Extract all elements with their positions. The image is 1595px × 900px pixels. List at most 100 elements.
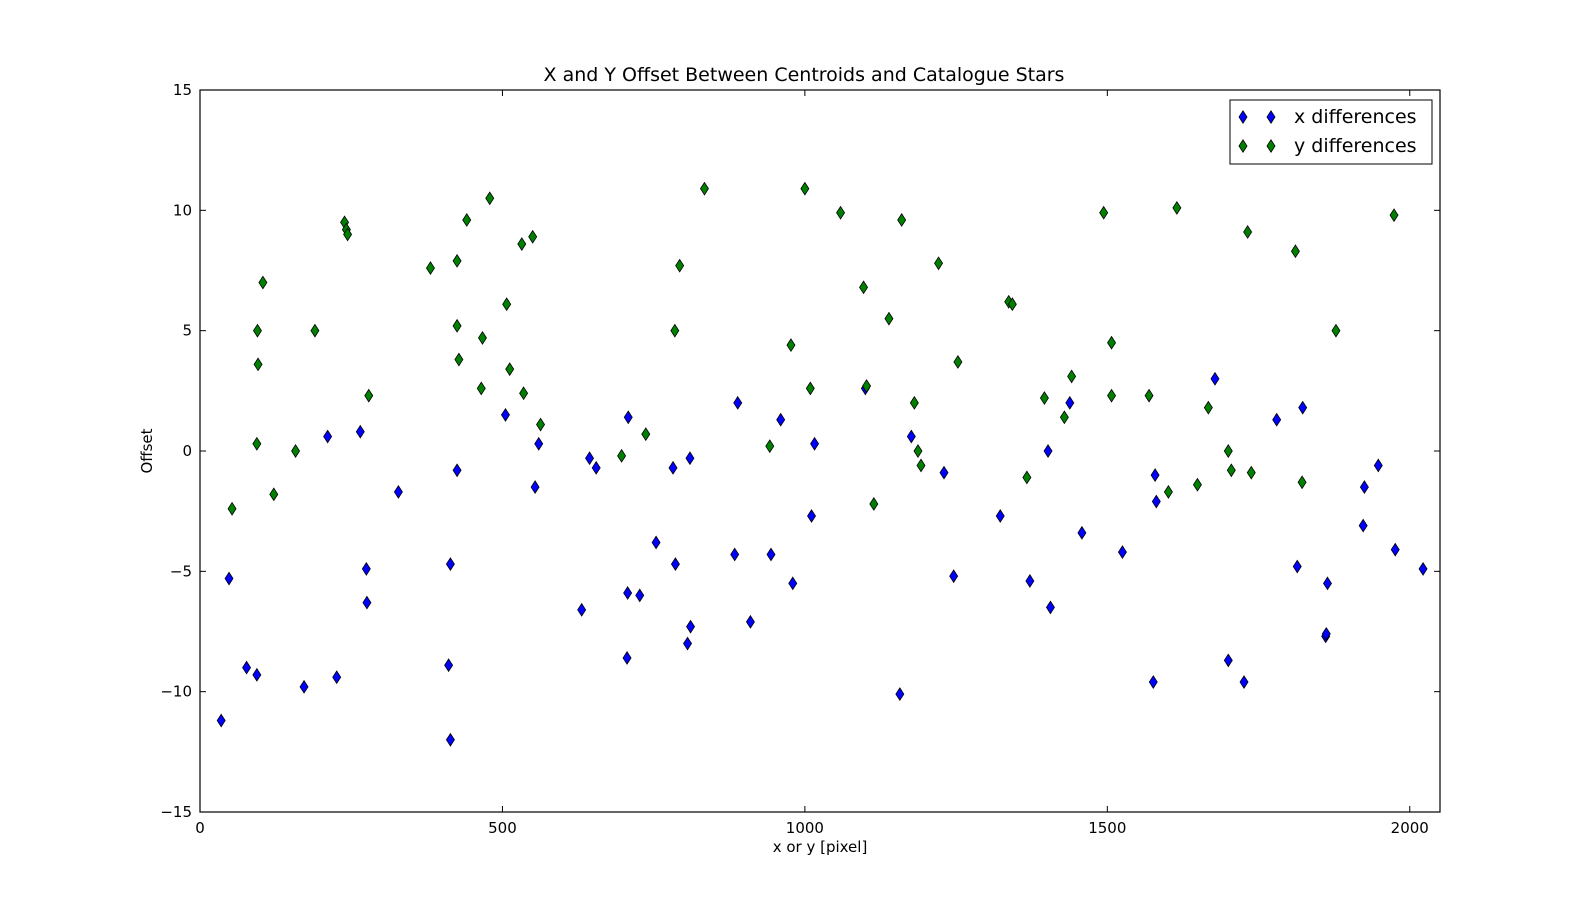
y-tick-label: 15 — [173, 81, 192, 99]
x-difference-point — [906, 429, 916, 444]
x-difference-point — [776, 412, 786, 427]
legend: x differences y differences — [1229, 99, 1433, 165]
x-tick-label: 1500 — [1088, 819, 1126, 837]
y-tick-label: 5 — [182, 322, 192, 340]
x-difference-point — [683, 636, 693, 651]
y-difference-point — [476, 381, 486, 396]
x-difference-point — [807, 509, 817, 523]
y-difference-point — [869, 497, 879, 511]
x-difference-point — [216, 713, 226, 728]
x-difference-point — [500, 407, 510, 422]
x-difference-point — [622, 651, 632, 665]
y-difference-point — [916, 458, 926, 473]
x-difference-point — [1151, 494, 1161, 509]
y-difference-point — [227, 501, 237, 516]
y-difference-point — [1067, 369, 1077, 384]
y-tick-label: 0 — [182, 442, 192, 460]
x-difference-point — [1390, 542, 1400, 557]
x-difference-point — [623, 410, 633, 425]
x-difference-point — [577, 602, 587, 617]
y-difference-point — [343, 227, 353, 242]
y-tick-label: −15 — [160, 803, 192, 821]
chart-title: X and Y Offset Between Centroids and Cat… — [544, 64, 1065, 86]
y-difference-point — [786, 338, 796, 353]
x-difference-point — [1358, 518, 1368, 533]
x-difference-point — [585, 451, 595, 466]
legend-marker-y-differences — [1238, 139, 1248, 153]
x-difference-point — [1117, 545, 1127, 560]
y-difference-point — [1331, 323, 1341, 338]
x-difference-point — [1210, 371, 1220, 386]
y-difference-point — [1022, 470, 1032, 485]
y-difference-point — [536, 417, 546, 432]
y-difference-point — [1059, 410, 1069, 425]
x-difference-point — [224, 571, 234, 586]
legend-marker-x-differences — [1238, 110, 1248, 124]
x-difference-point — [323, 429, 333, 444]
y-difference-point — [1163, 484, 1173, 499]
x-tick-label: 0 — [195, 819, 205, 837]
y-difference-point — [253, 357, 263, 372]
legend-label-x-differences: x differences — [1294, 106, 1417, 128]
y-difference-point — [909, 395, 919, 410]
x-difference-point — [242, 660, 252, 675]
y-difference-point — [1203, 400, 1213, 415]
y-difference-point — [454, 352, 464, 367]
y-difference-point — [252, 323, 262, 338]
y-difference-point — [836, 205, 846, 220]
y-difference-point — [641, 427, 651, 442]
y-difference-point — [897, 213, 907, 227]
x-difference-point — [1043, 444, 1053, 458]
x-difference-point — [1272, 412, 1282, 427]
y-tick-label: −5 — [170, 562, 192, 580]
x-difference-point — [299, 679, 309, 694]
x-difference-point — [651, 535, 661, 550]
x-difference-point — [444, 658, 454, 673]
y-difference-point — [670, 323, 680, 338]
y-difference-point — [425, 261, 435, 276]
x-difference-point — [895, 687, 905, 702]
x-difference-point — [393, 484, 403, 499]
y-difference-point — [675, 258, 685, 273]
x-difference-point — [1292, 559, 1302, 574]
y-difference-point — [1246, 465, 1256, 480]
y-difference-point — [953, 355, 963, 369]
x-difference-point — [1239, 675, 1249, 689]
x-axis-label: x or y [pixel] — [773, 838, 868, 856]
x-tick-label: 500 — [488, 819, 517, 837]
x-tick-label: 1000 — [786, 819, 824, 837]
x-difference-point — [995, 509, 1005, 523]
x-difference-point — [1321, 626, 1331, 641]
x-difference-point — [685, 451, 695, 466]
x-difference-point — [361, 561, 371, 576]
y-difference-point — [1172, 200, 1182, 215]
x-difference-point — [1223, 653, 1233, 668]
x-difference-point — [1373, 458, 1383, 473]
x-difference-point — [591, 460, 601, 475]
x-difference-point — [252, 667, 262, 682]
y-difference-point — [478, 330, 487, 345]
x-difference-point — [445, 732, 455, 747]
y-difference-point — [1107, 335, 1117, 350]
y-difference-point — [291, 444, 301, 458]
y-difference-point — [364, 388, 374, 403]
y-tick-label: −10 — [160, 683, 192, 701]
x-difference-point — [670, 557, 680, 572]
y-difference-point — [800, 181, 810, 196]
x-difference-point — [1148, 675, 1158, 689]
y-difference-point — [452, 318, 462, 333]
x-difference-point — [730, 547, 740, 562]
x-difference-point — [635, 588, 645, 603]
y-difference-point — [617, 448, 627, 463]
legend-marker-x-differences — [1266, 110, 1276, 124]
y-difference-point — [258, 275, 268, 290]
y-difference-point — [252, 436, 262, 451]
y-difference-point — [1099, 205, 1109, 220]
y-difference-point — [1243, 225, 1253, 239]
x-difference-point — [445, 557, 455, 572]
y-difference-point — [452, 253, 462, 268]
y-difference-point — [269, 487, 279, 502]
legend-frame — [1229, 99, 1433, 165]
y-difference-point — [765, 439, 775, 454]
